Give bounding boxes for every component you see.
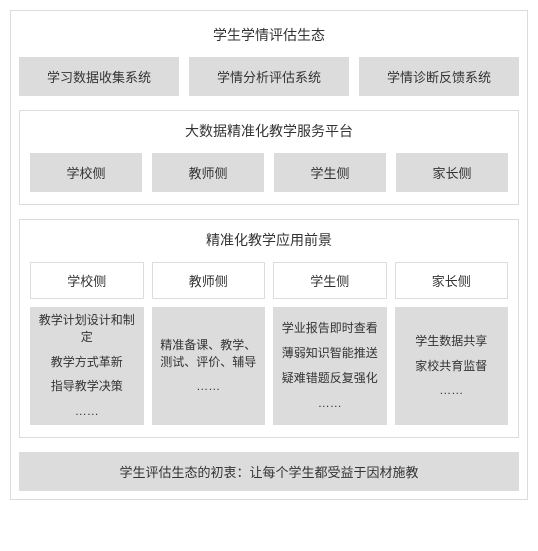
section3-title: 精准化教学应用前景 <box>30 230 508 250</box>
detail-item: …… <box>279 395 381 412</box>
section2-item-3: 家长侧 <box>396 153 508 192</box>
footer-bar: 学生评估生态的初衷：让每个学生都受益于因材施教 <box>19 452 519 491</box>
section2-item-2: 学生侧 <box>274 153 386 192</box>
section3-header-2: 学生侧 <box>273 262 387 299</box>
detail-item: 指导教学决策 <box>36 378 138 395</box>
section3-detail-col-2: 学业报告即时查看 薄弱知识智能推送 疑难错题反复强化 …… <box>273 307 387 425</box>
section3-header-1: 教师侧 <box>152 262 266 299</box>
detail-item: 学生数据共享 <box>401 333 503 350</box>
section1-item-1: 学情分析评估系统 <box>189 57 349 96</box>
section3-detail-col-0: 教学计划设计和制定 教学方式革新 指导教学决策 …… <box>30 307 144 425</box>
section2-row: 学校侧 教师侧 学生侧 家长侧 <box>30 153 508 192</box>
detail-item: …… <box>36 403 138 420</box>
section1-item-0: 学习数据收集系统 <box>19 57 179 96</box>
section3-detail-row: 教学计划设计和制定 教学方式革新 指导教学决策 …… 精准备课、教学、测试、评价… <box>30 307 508 425</box>
section1-title: 学生学情评估生态 <box>19 25 519 45</box>
section3-header-3: 家长侧 <box>395 262 509 299</box>
section2-item-1: 教师侧 <box>152 153 264 192</box>
section3-header-row: 学校侧 教师侧 学生侧 家长侧 <box>30 262 508 299</box>
section2-item-0: 学校侧 <box>30 153 142 192</box>
detail-item: 教学计划设计和制定 <box>36 312 138 346</box>
detail-item: 薄弱知识智能推送 <box>279 345 381 362</box>
detail-item: …… <box>401 382 503 399</box>
detail-item: 学业报告即时查看 <box>279 320 381 337</box>
detail-item: 精准备课、教学、测试、评价、辅导 <box>158 337 260 371</box>
section3-panel: 精准化教学应用前景 学校侧 教师侧 学生侧 家长侧 教学计划设计和制定 教学方式… <box>19 219 519 438</box>
section1-row: 学习数据收集系统 学情分析评估系统 学情诊断反馈系统 <box>19 57 519 96</box>
section3-header-0: 学校侧 <box>30 262 144 299</box>
section2-title: 大数据精准化教学服务平台 <box>30 121 508 141</box>
section1-item-2: 学情诊断反馈系统 <box>359 57 519 96</box>
section3-detail-col-3: 学生数据共享 家校共育监督 …… <box>395 307 509 425</box>
section3-detail-col-1: 精准备课、教学、测试、评价、辅导 …… <box>152 307 266 425</box>
detail-item: …… <box>158 378 260 395</box>
diagram-canvas: 学生学情评估生态 学习数据收集系统 学情分析评估系统 学情诊断反馈系统 大数据精… <box>10 10 528 500</box>
section2-panel: 大数据精准化教学服务平台 学校侧 教师侧 学生侧 家长侧 <box>19 110 519 205</box>
detail-item: 疑难错题反复强化 <box>279 370 381 387</box>
detail-item: 家校共育监督 <box>401 358 503 375</box>
detail-item: 教学方式革新 <box>36 354 138 371</box>
